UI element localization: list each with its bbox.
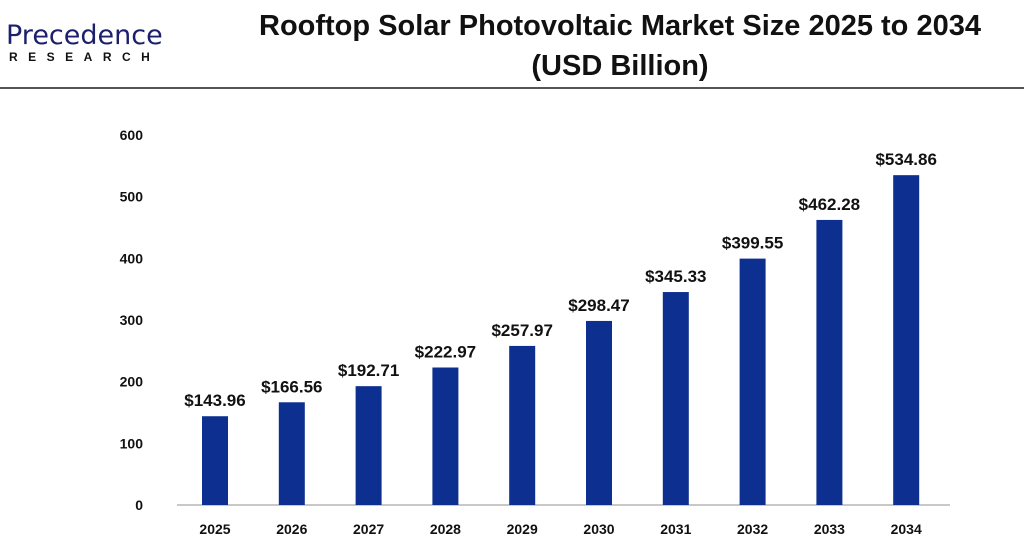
header-divider [0, 87, 1024, 89]
bar [278, 402, 305, 505]
bar [739, 258, 766, 505]
data-label: $257.97 [491, 321, 552, 340]
data-label: $192.71 [338, 361, 399, 380]
logo: Precedence RESEARCH [6, 20, 163, 65]
chart-title-block: Rooftop Solar Photovoltaic Market Size 2… [230, 6, 1010, 86]
data-label: $534.86 [875, 150, 936, 169]
data-label: $222.97 [415, 343, 476, 362]
x-tick-label: 2033 [814, 521, 845, 537]
logo-sub: RESEARCH [9, 50, 161, 64]
y-tick-label: 200 [120, 374, 144, 390]
x-tick-label: 2034 [891, 521, 922, 537]
data-label: $166.56 [261, 377, 322, 396]
x-tick-label: 2031 [660, 521, 691, 537]
x-tick-label: 2030 [583, 521, 614, 537]
bar [432, 367, 459, 505]
data-label: $345.33 [645, 267, 706, 286]
bar [816, 219, 843, 505]
data-label: $143.96 [184, 391, 245, 410]
x-tick-label: 2028 [430, 521, 461, 537]
bar [662, 292, 689, 505]
x-tick-label: 2027 [353, 521, 384, 537]
data-label: $399.55 [722, 234, 783, 253]
y-tick-label: 300 [120, 312, 144, 328]
y-tick-label: 400 [120, 250, 144, 266]
x-tick-label: 2026 [276, 521, 307, 537]
y-tick-label: 100 [120, 435, 144, 451]
bar [586, 320, 612, 505]
y-tick-label: 0 [135, 497, 143, 513]
x-tick-label: 2032 [737, 521, 768, 537]
bar [202, 416, 228, 505]
chart-subtitle: (USD Billion) [531, 50, 709, 82]
x-tick-label: 2029 [507, 521, 538, 537]
bar [355, 386, 382, 505]
y-tick-label: 600 [120, 127, 144, 143]
y-tick-label: 500 [120, 189, 144, 205]
bar [893, 175, 920, 505]
data-label: $462.28 [799, 195, 860, 214]
chart-title: Rooftop Solar Photovoltaic Market Size 2… [259, 10, 981, 42]
x-tick-label: 2025 [199, 521, 230, 537]
logo-main: Precedence [6, 20, 163, 51]
bar [509, 345, 536, 505]
data-label: $298.47 [568, 296, 629, 315]
